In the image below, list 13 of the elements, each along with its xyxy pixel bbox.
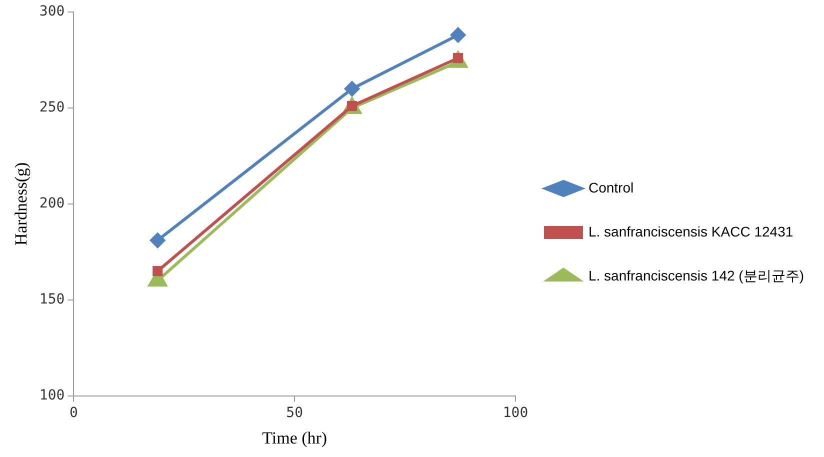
legend-label: Control (588, 179, 634, 196)
x-tick-label: 0 (69, 404, 78, 421)
legend-label: L. sanfranciscensis KACC 12431 (588, 223, 794, 240)
y-tick-label: 300 (39, 4, 65, 20)
y-tick-label: 150 (39, 291, 65, 308)
y-tick-label: 250 (39, 100, 65, 116)
y-tick-label: 200 (39, 196, 65, 212)
x-tick-label: 100 (502, 404, 528, 421)
x-axis-title: Time (hr) (262, 428, 328, 448)
x-tick-label: 50 (286, 404, 304, 421)
legend-label: L. sanfranciscensis 142 (분리균주) (588, 267, 804, 284)
y-axis-title: Hardness(g) (12, 162, 31, 246)
y-tick-label: 100 (39, 387, 65, 404)
